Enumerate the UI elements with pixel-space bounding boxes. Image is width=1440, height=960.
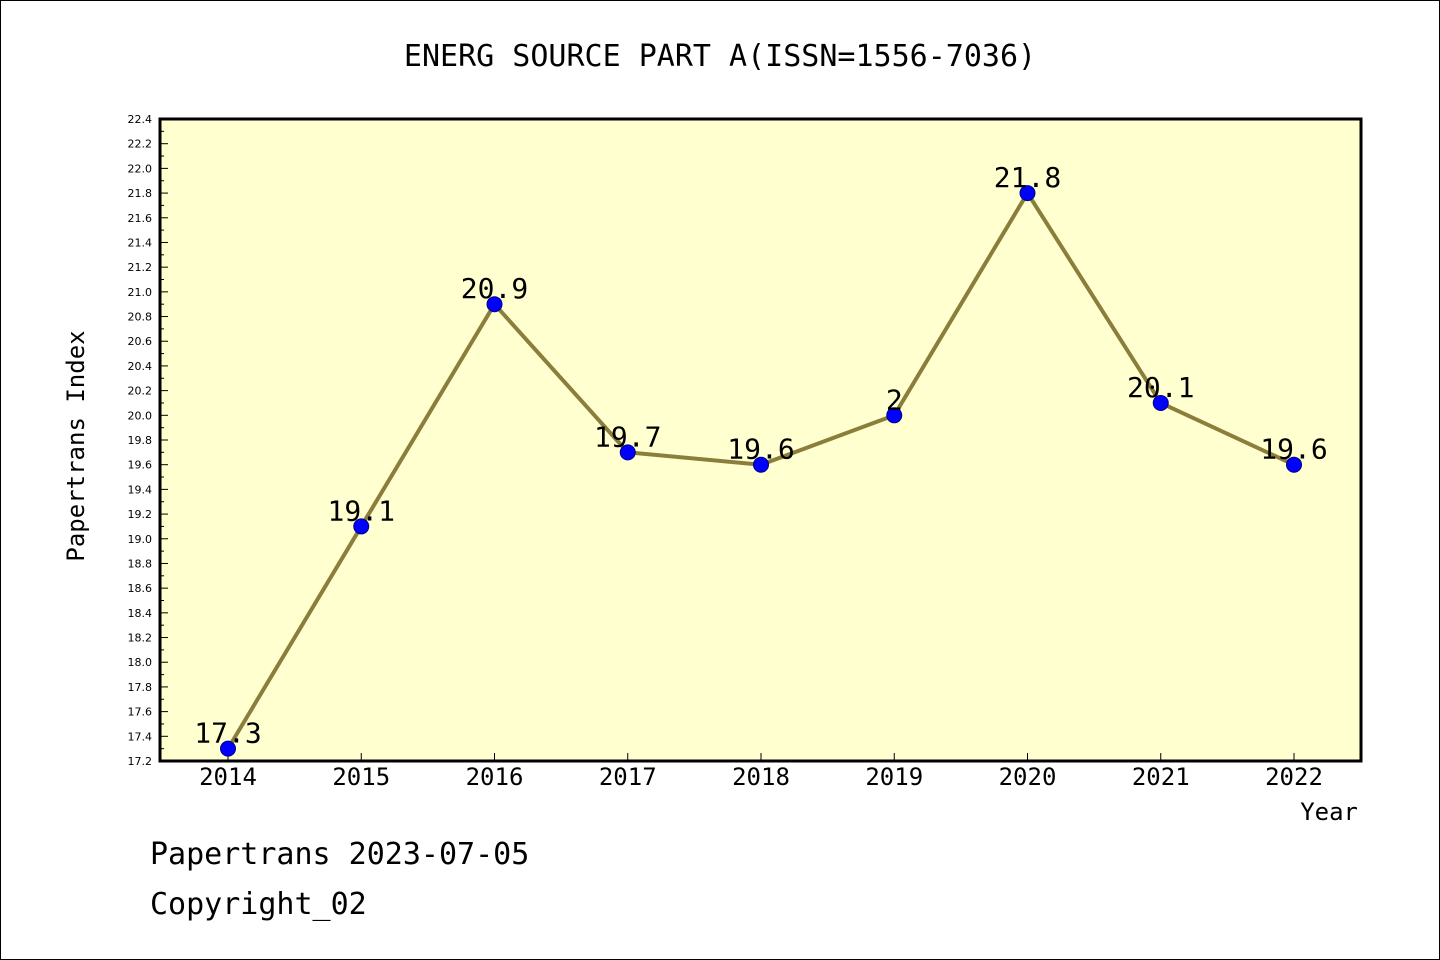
data-point (1286, 456, 1302, 473)
data-label: 19.6 (1260, 433, 1327, 466)
y-tick-label: 18.4 (128, 607, 153, 620)
x-tick-label: 2020 (999, 763, 1057, 791)
x-tick-label: 2022 (1265, 763, 1323, 791)
y-tick-label: 21.4 (128, 236, 153, 249)
y-tick-label: 18.6 (128, 582, 153, 595)
x-tick-label: 2017 (599, 763, 657, 791)
x-tick-label: 2018 (732, 763, 790, 791)
y-tick-label: 19.4 (128, 483, 153, 496)
data-point (1019, 185, 1036, 202)
data-label: 19.1 (328, 494, 395, 527)
y-axis: 17.2 17.4 17.6 17.8 18.0 18.2 18.4 18.6 18.8 19.0… (128, 113, 168, 768)
data-point (486, 296, 503, 313)
x-tick-label: 2014 (199, 763, 257, 791)
y-tick-label: 19.2 (128, 508, 153, 521)
y-tick-label: 19.0 (128, 533, 153, 546)
y-tick-label: 18.8 (128, 557, 153, 570)
y-tick-label: 20.2 (128, 385, 153, 398)
y-tick-label: 19.6 (128, 459, 153, 472)
markers (220, 185, 1302, 757)
data-label: 19.7 (594, 420, 661, 453)
y-tick-label: 17.2 (128, 755, 153, 768)
data-point (753, 456, 769, 473)
x-axis-label: Year (1300, 798, 1358, 826)
data-label: 21.8 (994, 161, 1061, 194)
y-tick-label: 17.6 (128, 706, 153, 719)
y-tick-label: 18.2 (128, 632, 153, 645)
y-tick-label: 19.8 (128, 434, 153, 447)
x-tick-label: 2021 (1132, 763, 1190, 791)
y-tick-label: 20.6 (128, 335, 153, 348)
y-tick-label: 20.4 (128, 360, 153, 373)
y-tick-label: 22.4 (128, 113, 153, 126)
y-tick-label: 20.8 (128, 311, 153, 324)
data-labels: 17.3 19.1 20.9 19.7 19.6 2 21.8 20.1 19.6 (194, 161, 1327, 750)
data-point (220, 740, 236, 757)
data-point (1152, 394, 1169, 411)
y-axis-label: Papertrans Index (62, 330, 90, 561)
x-tick-label: 2015 (332, 763, 390, 791)
y-tick-label: 18.0 (128, 656, 153, 669)
y-tick-label: 21.8 (128, 187, 153, 200)
data-point (353, 518, 370, 535)
data-label: 20.9 (461, 272, 528, 305)
data-label: 17.3 (194, 717, 261, 750)
x-tick-label: 2016 (466, 763, 524, 791)
y-tick-label: 22.0 (128, 162, 153, 175)
data-point (619, 444, 636, 461)
y-tick-label: 22.2 (128, 138, 153, 151)
y-tick-label: 17.8 (128, 681, 153, 694)
plot-area (158, 117, 1363, 763)
x-tick-label: 2019 (865, 763, 923, 791)
y-tick-label: 21.6 (128, 212, 153, 225)
data-label: 2 (886, 383, 903, 416)
footer-date: Papertrans 2023-07-05 (150, 837, 529, 872)
data-point (886, 407, 903, 424)
y-tick-label: 21.2 (128, 261, 153, 274)
y-tick-label: 20.0 (128, 409, 153, 422)
chart-title: ENERG SOURCE PART A(ISSN=1556-7036) (404, 39, 1036, 74)
data-label: 20.1 (1127, 371, 1194, 404)
footer-copyright: Copyright_02 (150, 887, 367, 922)
data-label: 19.6 (727, 433, 794, 466)
x-axis: 2014 2015 2016 2017 2018 2019 2020 2021 2022 (199, 753, 1323, 791)
y-tick-label: 17.4 (128, 730, 153, 743)
y-tick-label: 21.0 (128, 286, 153, 299)
